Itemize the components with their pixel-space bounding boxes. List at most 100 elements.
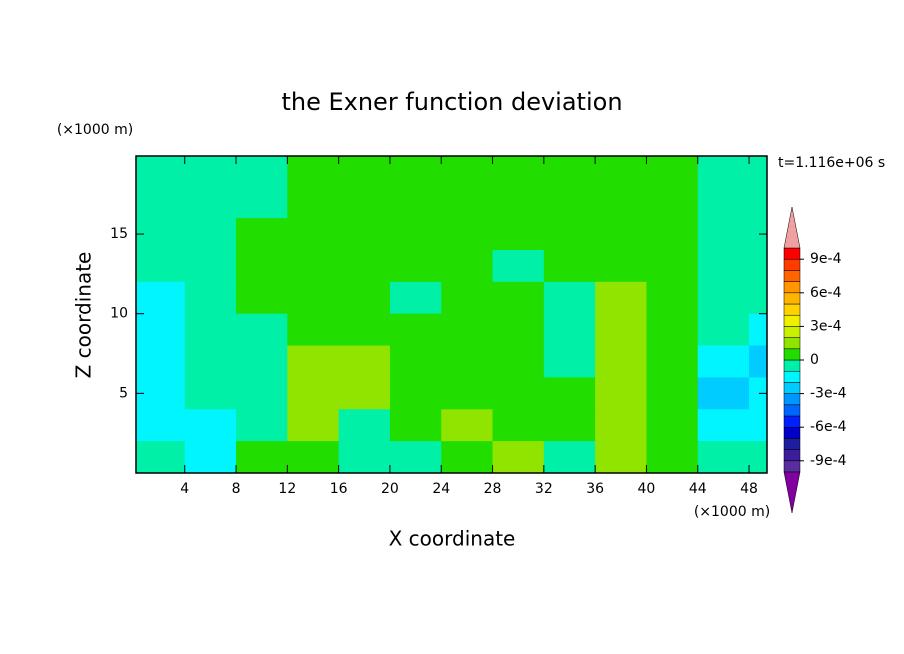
contour-cell (389, 313, 442, 347)
contour-cell (389, 409, 442, 442)
contour-cell (184, 313, 237, 347)
contour-cell (441, 186, 494, 219)
contour-cell (543, 249, 596, 283)
contour-cell (338, 313, 391, 347)
colorbar-segment (783, 270, 801, 282)
colorbar-tick-label: -6e-4 (810, 419, 847, 435)
contour-cell (236, 409, 288, 442)
contour-cell (287, 313, 340, 347)
contour-cell (697, 313, 750, 347)
contour-cell (646, 377, 699, 410)
contour-cell (492, 441, 545, 473)
contour-cell (236, 249, 288, 283)
contour-cell (441, 345, 494, 378)
contour-cell (646, 313, 699, 347)
colorbar-segment (783, 314, 801, 327)
contour-cell (389, 218, 442, 251)
y-unit: (×1000 m) (57, 122, 133, 138)
contour-cell (184, 377, 237, 410)
contour-cell (136, 441, 186, 473)
contour-cell (441, 313, 494, 347)
time-annotation: t=1.116e+06 s (778, 155, 885, 171)
chart-title: the Exner function deviation (281, 88, 622, 116)
contour-cell (749, 186, 767, 219)
colorbar-segment (783, 292, 801, 305)
contour-cell (441, 249, 494, 283)
contour-field (136, 156, 767, 473)
contour-cell (543, 281, 596, 315)
contour-cell (749, 441, 767, 473)
contour-cell (595, 186, 647, 219)
contour-cell (543, 218, 596, 251)
colorbar-tick-label: 0 (810, 352, 819, 368)
x-axis-label: X coordinate (389, 527, 516, 551)
contour-cell (646, 156, 699, 187)
contour-cell (595, 281, 647, 315)
contour-cell (184, 409, 237, 442)
contour-cell (287, 186, 340, 219)
contour-cell (646, 441, 699, 473)
colorbar-segment (783, 460, 801, 473)
contour-cell (184, 156, 237, 187)
contour-cell (749, 345, 767, 378)
contour-cell (492, 281, 545, 315)
contour-cell (595, 249, 647, 283)
colorbar-tick-label: -3e-4 (810, 386, 847, 402)
contour-cell (338, 186, 391, 219)
colorbar-tick-label: -9e-4 (810, 453, 847, 469)
y-axis-label: Z coordinate (72, 252, 96, 379)
contour-cell (543, 441, 596, 473)
x-tick-label: 16 (330, 481, 348, 497)
contour-cell (749, 249, 767, 283)
x-tick-label: 40 (638, 481, 656, 497)
contour-cell (697, 409, 750, 442)
contour-cell (749, 156, 767, 187)
contour-cell (389, 377, 442, 410)
contour-cell (136, 281, 186, 315)
colorbar-segment (783, 258, 801, 271)
x-unit: (×1000 m) (694, 504, 770, 520)
contour-cell (646, 218, 699, 251)
contour-cell (236, 377, 288, 410)
plot-frame (135, 155, 768, 474)
contour-cell (697, 156, 750, 187)
contour-cell (389, 156, 442, 187)
contour-cell (287, 441, 340, 473)
x-tick-label: 20 (381, 481, 399, 497)
contour-cell (287, 249, 340, 283)
contour-cell (236, 441, 288, 473)
colorbar-segment (783, 393, 801, 406)
contour-cell (697, 249, 750, 283)
contour-cell (646, 186, 699, 219)
contour-cell (543, 186, 596, 219)
contour-cell (543, 345, 596, 378)
y-tick-label: 15 (110, 226, 128, 242)
contour-cell (441, 218, 494, 251)
contour-cell (338, 441, 391, 473)
contour-cell (236, 345, 288, 378)
contour-cell (338, 409, 391, 442)
contour-cell (492, 345, 545, 378)
contour-cell (749, 409, 767, 442)
contour-cell (646, 345, 699, 378)
contour-cell (595, 313, 647, 347)
contour-cell (646, 281, 699, 315)
contour-cell (287, 345, 340, 378)
contour-cell (184, 345, 237, 378)
contour-cell (236, 156, 288, 187)
contour-cell (441, 441, 494, 473)
x-tick-label: 12 (278, 481, 296, 497)
contour-cell (236, 313, 288, 347)
contour-cell (389, 186, 442, 219)
contour-cell (595, 377, 647, 410)
colorbar-segment (783, 404, 801, 417)
contour-cell (287, 377, 340, 410)
colorbar-segment (783, 303, 801, 316)
contour-cell (136, 409, 186, 442)
contour-cell (595, 218, 647, 251)
contour-cell (338, 218, 391, 251)
contour-cell (287, 281, 340, 315)
contour-cell (136, 156, 186, 187)
colorbar-segment (783, 348, 801, 361)
contour-cell (184, 186, 237, 219)
